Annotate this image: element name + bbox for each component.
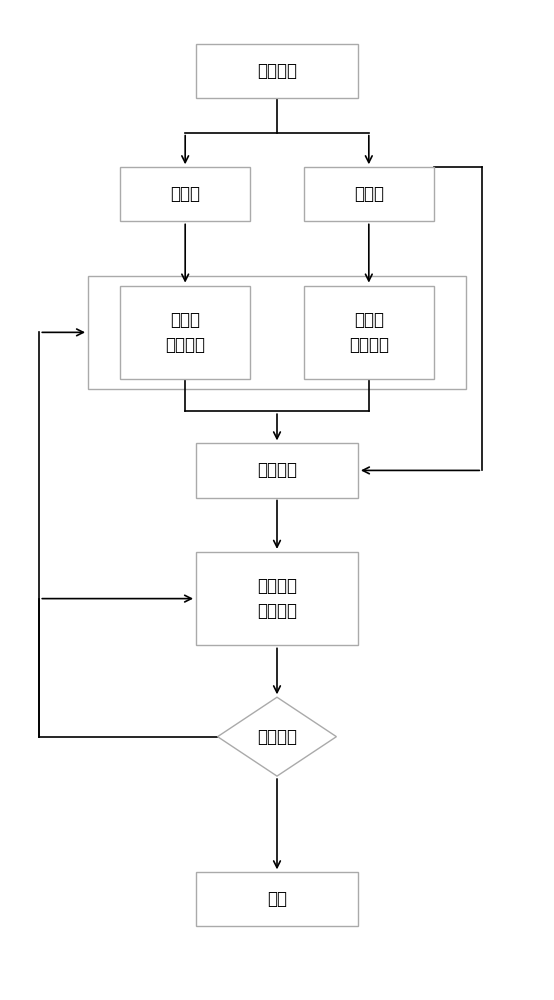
Bar — [196, 44, 358, 98]
Polygon shape — [218, 697, 336, 776]
Text: 子模块
物理设计: 子模块 物理设计 — [349, 311, 389, 354]
Text: 流片: 流片 — [267, 890, 287, 908]
Bar — [196, 872, 358, 926]
Text: 子模块: 子模块 — [170, 185, 200, 203]
Text: 时序分析: 时序分析 — [257, 728, 297, 746]
Text: 顶层模块: 顶层模块 — [257, 461, 297, 479]
Text: 顶层模块
物理设计: 顶层模块 物理设计 — [257, 577, 297, 620]
Bar — [196, 552, 358, 645]
Text: 子模块: 子模块 — [354, 185, 384, 203]
Text: 子模块
物理设计: 子模块 物理设计 — [165, 311, 205, 354]
Bar — [88, 276, 466, 389]
Bar — [120, 167, 250, 221]
Bar — [304, 286, 434, 379]
Bar — [196, 443, 358, 498]
Text: 整体芯片: 整体芯片 — [257, 62, 297, 80]
Bar — [120, 286, 250, 379]
Bar — [304, 167, 434, 221]
